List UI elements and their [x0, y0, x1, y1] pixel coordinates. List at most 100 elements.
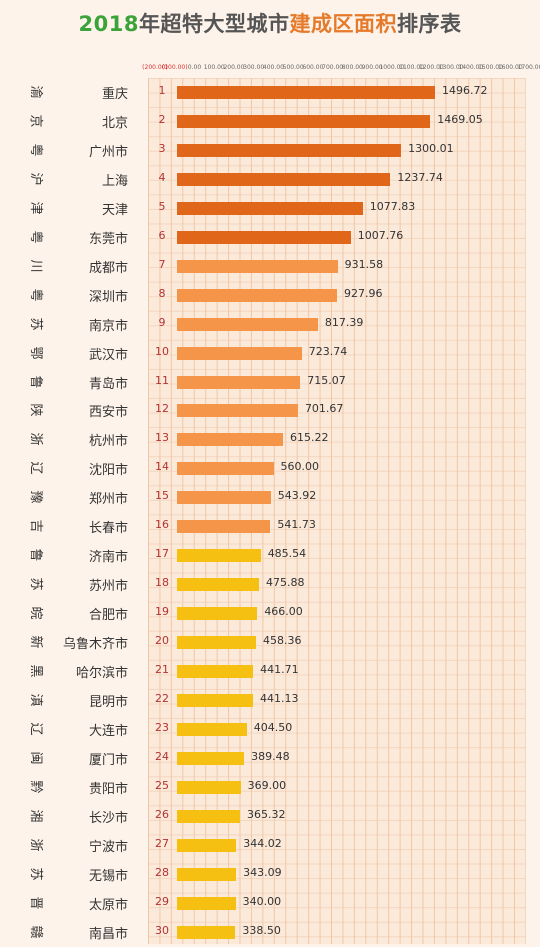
- province-abbr: 鲁: [28, 548, 43, 562]
- province-abbr: 津: [28, 201, 43, 215]
- data-label: 817.39: [324, 315, 364, 329]
- city-label: 宁波市: [88, 839, 128, 855]
- x-tick-label: 1600.00: [497, 64, 523, 71]
- bar: [177, 607, 258, 621]
- bar: [177, 404, 298, 418]
- province-abbr: 黑: [28, 664, 43, 678]
- bar: [177, 230, 351, 244]
- data-label: 441.71: [260, 663, 299, 676]
- data-label: 1300.01: [408, 141, 454, 155]
- bar: [177, 722, 247, 736]
- chart-row: 新 乌鲁木齐市 20 458.36: [0, 628, 540, 657]
- province-abbr: 皖: [28, 606, 43, 620]
- city-label: 昆明市: [88, 694, 128, 710]
- data-label: 1007.76: [357, 228, 404, 242]
- province-abbr: 鄂: [28, 346, 43, 360]
- city-label: 厦门市: [88, 752, 128, 768]
- data-label: 369.00: [247, 778, 287, 792]
- city-label: 重庆: [101, 87, 128, 102]
- province-abbr: 沪: [28, 172, 43, 186]
- rank-label: 25: [155, 778, 169, 792]
- chart-row: 苏 苏州市 18 475.88: [0, 570, 540, 599]
- data-label: 343.09: [243, 865, 282, 879]
- data-label: 931.58: [344, 257, 384, 271]
- chart-row: 川 成都市 7 931.58: [0, 252, 540, 281]
- bar: [177, 549, 261, 563]
- city-label: 太原市: [88, 897, 128, 913]
- province-abbr: 苏: [28, 867, 43, 881]
- chart-row: 浙 宁波市 27 344.02: [0, 831, 540, 860]
- chart-row: 鲁 青岛市 11 715.07: [0, 368, 540, 397]
- bar: [177, 867, 237, 881]
- city-label: 哈尔滨市: [75, 666, 128, 681]
- title-prefix: 年超特大型城市: [138, 12, 290, 36]
- bar: [177, 665, 254, 678]
- data-label: 338.50: [242, 923, 281, 937]
- data-label: 560.00: [280, 460, 320, 474]
- x-tick-label: (200.00): [142, 64, 168, 71]
- bar: [177, 143, 402, 157]
- rank-label: 5: [158, 199, 166, 213]
- rank-label: 8: [158, 286, 166, 300]
- city-label: 长沙市: [88, 810, 128, 826]
- chart-row: 津 天津 5 1077.83: [0, 194, 540, 223]
- city-label: 济南市: [88, 550, 128, 566]
- city-label: 南昌市: [88, 926, 128, 942]
- title-year: 2018: [78, 12, 139, 36]
- rank-label: 3: [158, 141, 166, 155]
- chart-row: 浙 杭州市 13 615.22: [0, 425, 540, 454]
- title-suffix: 排序表: [396, 12, 462, 36]
- rank-label: 12: [155, 402, 169, 416]
- bar: [177, 317, 318, 331]
- city-label: 上海: [101, 173, 128, 189]
- city-label: 深圳市: [88, 289, 128, 305]
- rank-label: 10: [155, 344, 169, 358]
- x-tick-label: 1300.00: [438, 64, 464, 71]
- province-abbr: 粤: [28, 288, 43, 302]
- rank-label: 20: [155, 634, 169, 648]
- province-abbr: 闽: [28, 751, 43, 765]
- province-abbr: 苏: [28, 577, 43, 591]
- bar: [177, 86, 435, 99]
- chart-row: 闽 厦门市 24 389.48: [0, 744, 540, 773]
- city-label: 合肥市: [88, 608, 128, 624]
- rank-label: 15: [155, 489, 169, 503]
- chart-row: 苏 无锡市 28 343.09: [0, 860, 540, 889]
- data-label: 541.73: [277, 518, 316, 532]
- province-abbr: 赣: [28, 925, 43, 939]
- bar: [177, 925, 236, 939]
- rank-label: 22: [155, 691, 169, 705]
- data-label: 441.13: [260, 691, 299, 705]
- province-abbr: 滇: [28, 693, 43, 707]
- rank-label: 30: [155, 923, 169, 937]
- bar: [177, 288, 337, 302]
- city-label: 大连市: [88, 723, 128, 739]
- chart-row: 黔 贵阳市 25 369.00: [0, 773, 540, 802]
- rank-label: 13: [155, 431, 169, 445]
- chart-row: 粤 广州市 3 1300.01: [0, 136, 540, 165]
- rank-label: 27: [155, 836, 169, 850]
- data-label: 344.02: [243, 836, 282, 850]
- rank-label: 6: [158, 228, 166, 242]
- city-label: 长春市: [88, 521, 128, 537]
- city-label: 青岛市: [88, 376, 128, 392]
- province-abbr: 渝: [28, 85, 43, 99]
- x-tick-label: 600.00: [302, 64, 324, 71]
- x-tick-label: 100.00: [203, 64, 225, 71]
- rank-label: 9: [158, 315, 166, 329]
- province-abbr: 豫: [28, 490, 43, 504]
- data-label: 1496.72: [442, 84, 488, 97]
- province-abbr: 黔: [28, 780, 43, 794]
- x-tick-label: 500.00: [282, 64, 304, 71]
- rank-label: 24: [155, 749, 169, 763]
- rank-label: 2: [158, 112, 166, 126]
- province-abbr: 苏: [28, 317, 43, 331]
- data-label: 927.96: [343, 286, 383, 300]
- bar: [177, 172, 391, 186]
- province-abbr: 辽: [28, 722, 43, 736]
- bar: [177, 462, 274, 476]
- bar: [177, 838, 237, 852]
- chart-row: 辽 沈阳市 14 560.00: [0, 454, 540, 483]
- chart-row: 滇 昆明市 22 441.13: [0, 686, 540, 715]
- province-abbr: 湘: [28, 809, 43, 823]
